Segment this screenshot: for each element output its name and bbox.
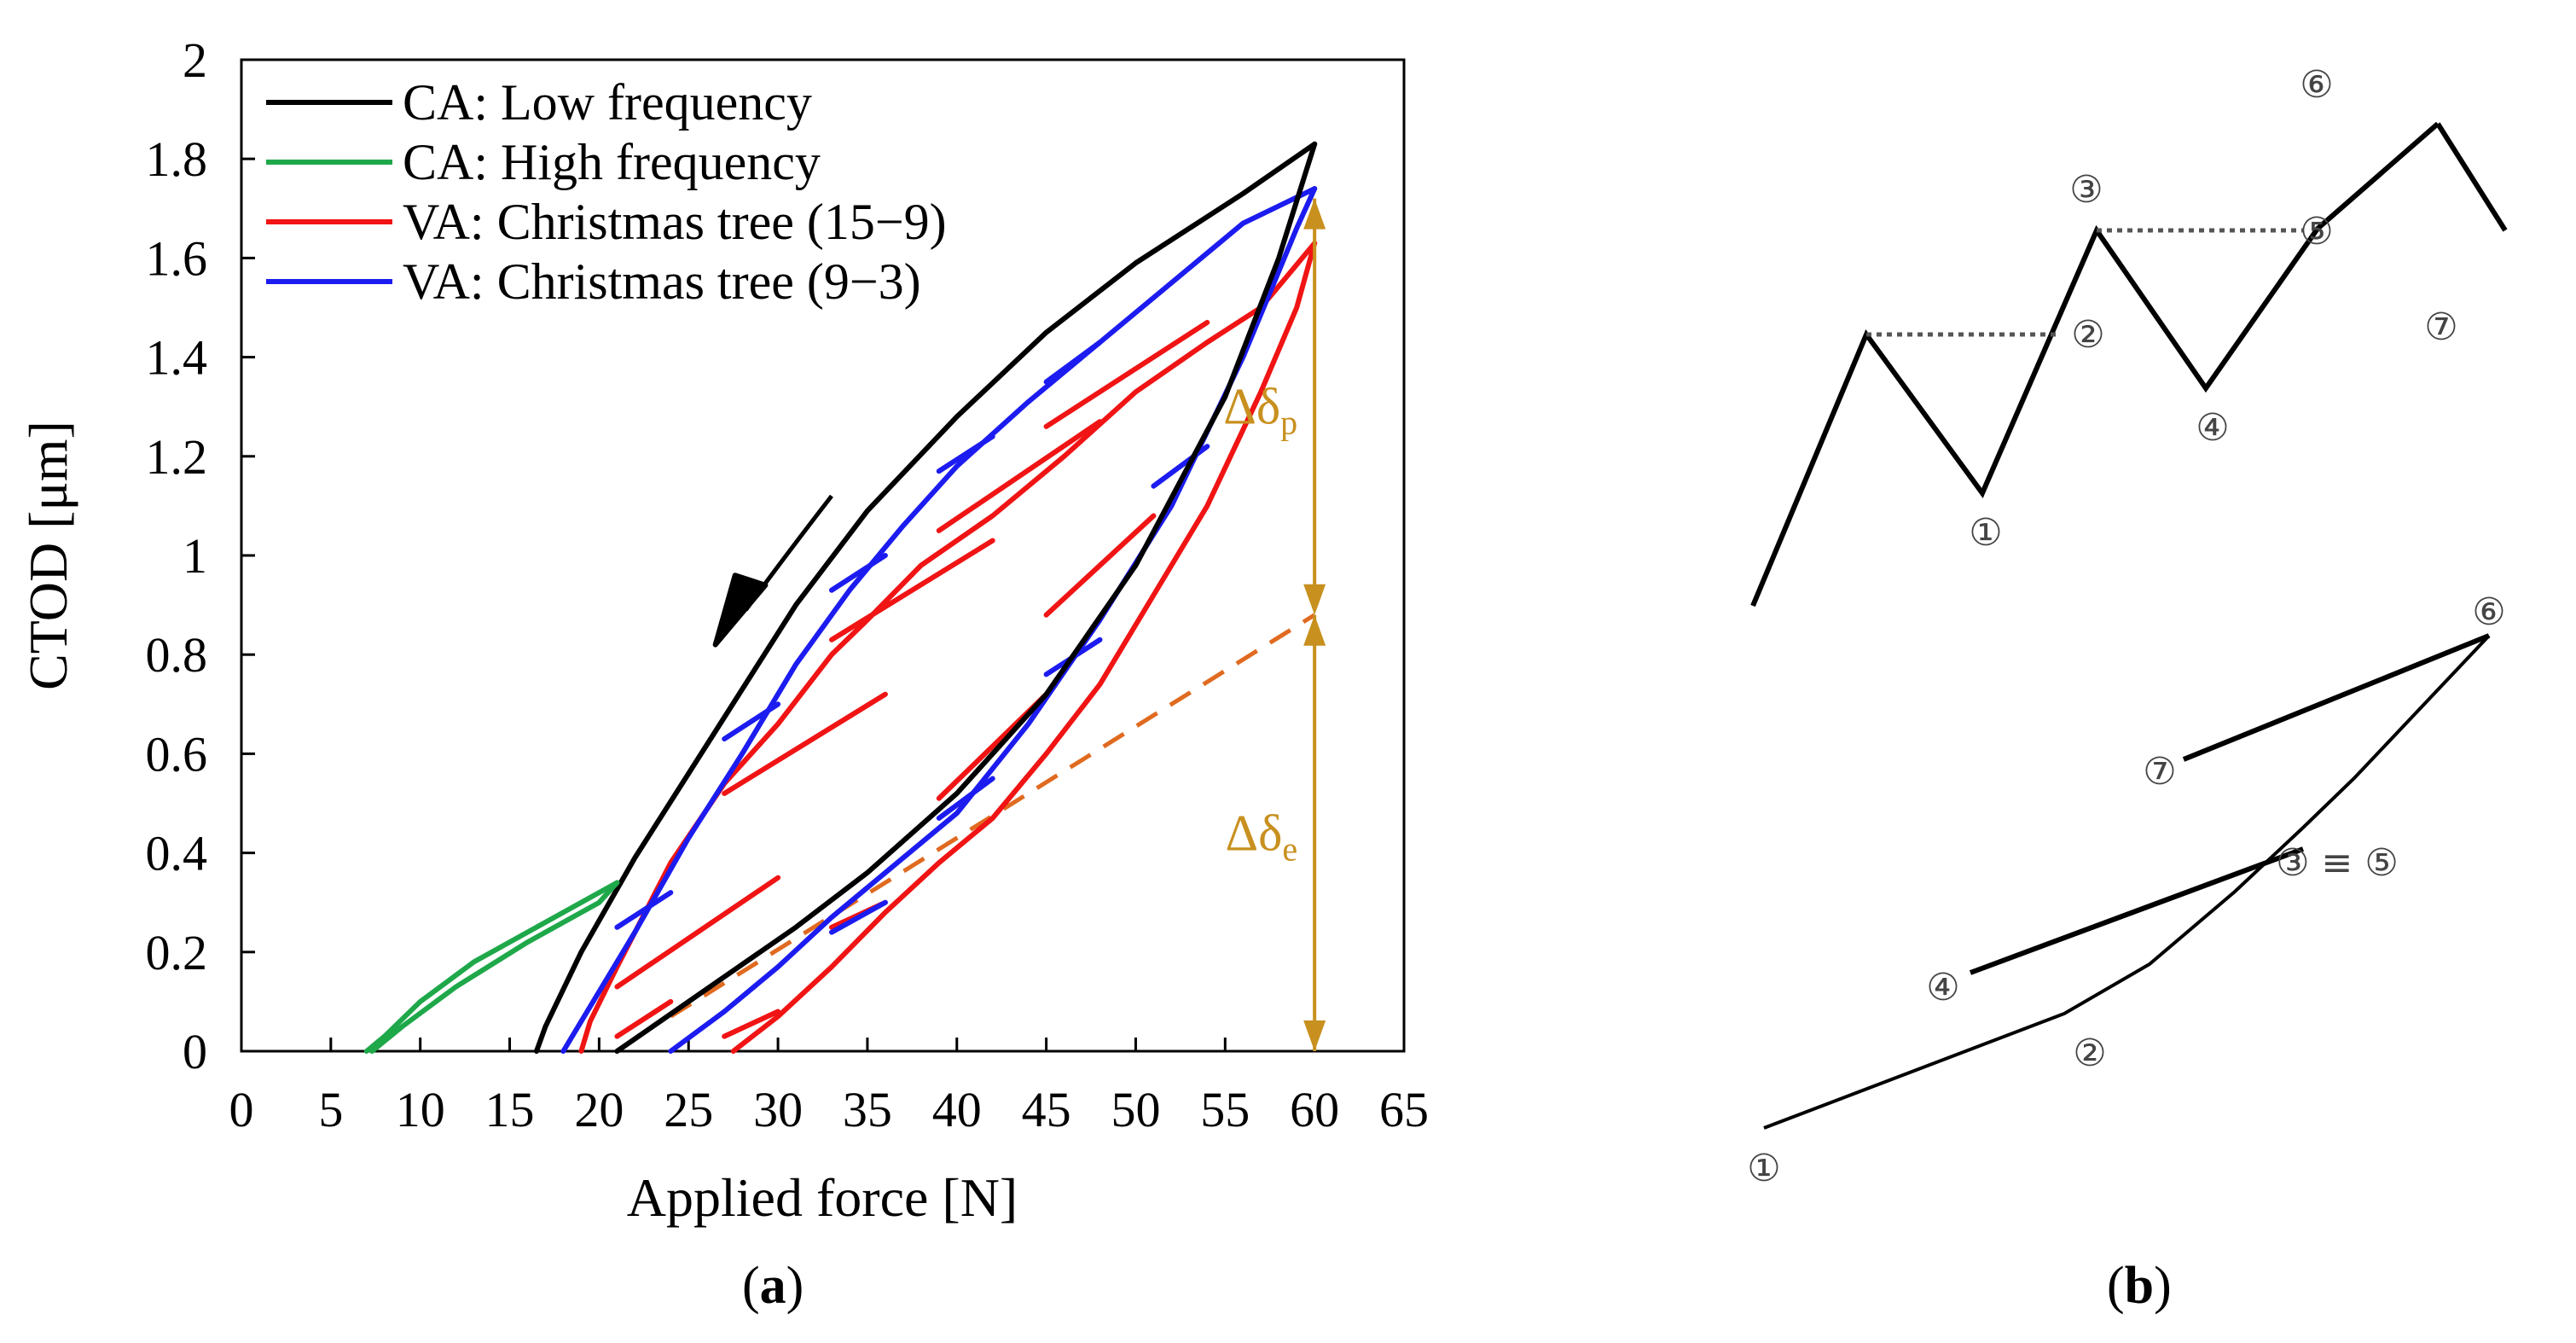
data-series [363,141,1318,1054]
annotation-label: Δδe [1226,805,1298,868]
legend-entry: CA: High frequency [403,134,821,190]
x-tick-label: 5 [318,1082,343,1137]
arrow-head [1303,584,1326,615]
y-tick-label: 0 [183,1024,207,1079]
y-tick-label: 0.2 [146,925,208,980]
top-point-label: ④ [2196,406,2229,450]
top-point-label: ⑤ [2300,210,2333,253]
series-line [829,899,888,935]
series-line [614,141,1318,1054]
arrow-head [1303,614,1326,646]
y-tick-label: 1.6 [146,230,208,286]
x-tick-label: 60 [1290,1082,1339,1137]
unloading-line-upper [2182,633,2491,762]
top-point-label: ② [2071,313,2104,357]
x-tick-label: 55 [1200,1082,1250,1137]
series-line [534,141,1318,1054]
legend-entry: CA: Low frequency [403,74,812,131]
annotation-label: Δδp [1223,379,1297,442]
series-1 [363,880,620,1054]
x-tick-label: 10 [396,1082,445,1137]
series-line [614,875,781,990]
top-point-label: ⑦ [2424,305,2457,349]
x-tick-label: 50 [1111,1082,1160,1137]
delta-p-annotation: Δδp [1223,198,1326,615]
series-line [1043,340,1103,385]
bottom-point-label: ③ ≡ ⑤ [2276,841,2399,885]
series-line [560,186,1318,1054]
x-tick-label: 35 [843,1082,892,1137]
series-line [722,701,781,741]
series-line [722,1009,781,1039]
top-point-label: ③ [2069,168,2103,212]
bottom-hysteresis-diagram: ① ② ③ ≡ ⑤ ④ ⑥ ⑦ [1747,590,2505,1190]
legend-entry: VA: Christmas tree (9−3) [403,253,921,310]
unloading-direction-arrow [712,494,833,648]
caption-b: (b) [2107,1257,2172,1315]
panel-b-diagram: ① ② ③ ④ ⑤ ⑥ ⑦ ① ② ③ ≡ ⑤ ④ ⑥ ⑦ (b) [1747,63,2508,1315]
series-line [829,538,995,642]
series-2 [578,241,1318,1054]
y-tick-label: 1.8 [146,131,208,187]
series-line [614,890,674,930]
y-tick-label: 1.4 [146,330,208,386]
legend-entry: VA: Christmas tree (15−9) [403,194,947,250]
y-tick-label: 1.2 [146,429,208,485]
series-line [578,241,1318,1054]
series-3 [560,186,1318,1054]
bottom-point-label: ⑥ [2472,590,2505,634]
y-tick-label: 2 [183,32,207,88]
annotations: Δδp Δδe [712,198,1326,1051]
bottom-point-label: ② [2073,1032,2106,1075]
series-line [668,186,1318,1054]
series-line [363,880,620,1054]
x-tick-label: 30 [753,1082,803,1137]
unloading-line-lower [1969,846,2305,975]
x-tick-label: 0 [229,1082,254,1137]
bottom-point-label: ⑦ [2143,750,2176,794]
bottom-point-label: ① [1747,1147,1780,1190]
series-line [936,419,1103,533]
x-tick-label: 65 [1379,1082,1429,1137]
y-tick-label: 0.6 [146,726,208,782]
top-point-label: ① [1969,511,2002,555]
y-tick-label: 1 [183,528,207,584]
series-line [1151,444,1210,489]
x-tick-label: 40 [932,1082,982,1137]
series-line [936,776,995,821]
elastic-reference-dashed-line [669,613,1316,1019]
y-axis-label: CTOD [μm] [18,421,78,690]
axis-ticks: 0 5 10 15 20 25 30 35 40 45 50 55 60 65 0 0.2 0.4 0.6 0.8 1… [146,32,1430,1137]
x-tick-label: 15 [485,1082,535,1137]
x-tick-label: 25 [664,1082,713,1137]
x-axis-label: Applied force [N] [627,1167,1018,1228]
panel-a-chart: 0 5 10 15 20 25 30 35 40 45 50 55 60 65 0 0.2 0.4 0.6 0.8 1… [18,32,1429,1315]
series-line [829,553,888,593]
series-line [722,691,888,796]
y-tick-label: 0.4 [146,826,208,881]
series-line [936,433,995,474]
series-line [1043,513,1157,618]
reference-dotted-line [2435,122,2508,232]
y-tick-label: 0.8 [146,627,208,683]
arrow-head [1303,1020,1326,1051]
series-0 [534,141,1318,1054]
bottom-point-label: ④ [1926,966,1959,1009]
x-tick-label: 20 [574,1082,624,1137]
x-tick-label: 45 [1022,1082,1071,1137]
delta-e-annotation: Δδe [1226,614,1326,1051]
series-line [1043,319,1210,429]
arrow-head [1303,198,1326,230]
top-point-label: ⑥ [2300,63,2333,107]
series-line [614,998,674,1039]
series-line [730,241,1318,1054]
caption-a: (a) [742,1257,804,1315]
series-line [369,880,620,1054]
loading-curve [1763,634,2491,1130]
top-sawtooth-diagram: ① ② ③ ④ ⑤ ⑥ ⑦ [1750,63,2508,608]
